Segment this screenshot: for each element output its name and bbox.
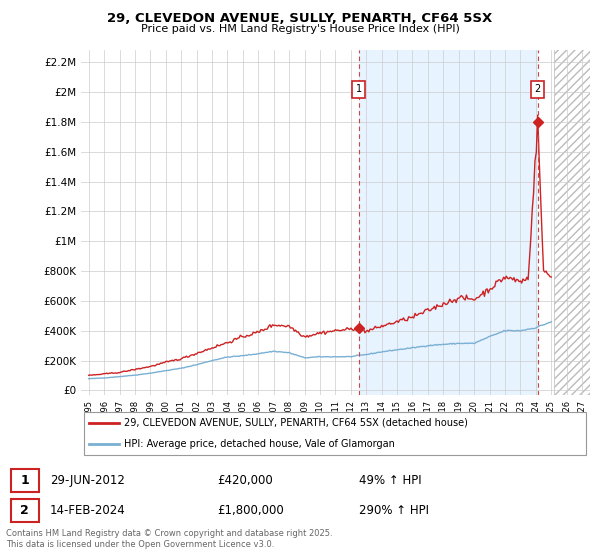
Text: 14-FEB-2024: 14-FEB-2024 xyxy=(50,504,126,517)
Text: £1,800,000: £1,800,000 xyxy=(218,504,284,517)
FancyBboxPatch shape xyxy=(11,469,39,492)
Text: Price paid vs. HM Land Registry's House Price Index (HPI): Price paid vs. HM Land Registry's House … xyxy=(140,24,460,34)
Text: 1: 1 xyxy=(20,474,29,487)
FancyBboxPatch shape xyxy=(83,412,586,455)
Text: 29, CLEVEDON AVENUE, SULLY, PENARTH, CF64 5SX (detached house): 29, CLEVEDON AVENUE, SULLY, PENARTH, CF6… xyxy=(124,418,468,428)
Text: 2: 2 xyxy=(20,504,29,517)
Bar xyxy=(359,50,538,395)
FancyBboxPatch shape xyxy=(11,499,39,522)
Text: 2: 2 xyxy=(535,84,541,94)
Text: HPI: Average price, detached house, Vale of Glamorgan: HPI: Average price, detached house, Vale… xyxy=(124,439,395,449)
Text: Contains HM Land Registry data © Crown copyright and database right 2025.
This d: Contains HM Land Registry data © Crown c… xyxy=(6,529,332,549)
Text: 290% ↑ HPI: 290% ↑ HPI xyxy=(359,504,429,517)
Text: 49% ↑ HPI: 49% ↑ HPI xyxy=(359,474,421,487)
Text: 29-JUN-2012: 29-JUN-2012 xyxy=(50,474,125,487)
Text: 1: 1 xyxy=(355,84,362,94)
Text: 29, CLEVEDON AVENUE, SULLY, PENARTH, CF64 5SX: 29, CLEVEDON AVENUE, SULLY, PENARTH, CF6… xyxy=(107,12,493,25)
Text: £420,000: £420,000 xyxy=(218,474,274,487)
